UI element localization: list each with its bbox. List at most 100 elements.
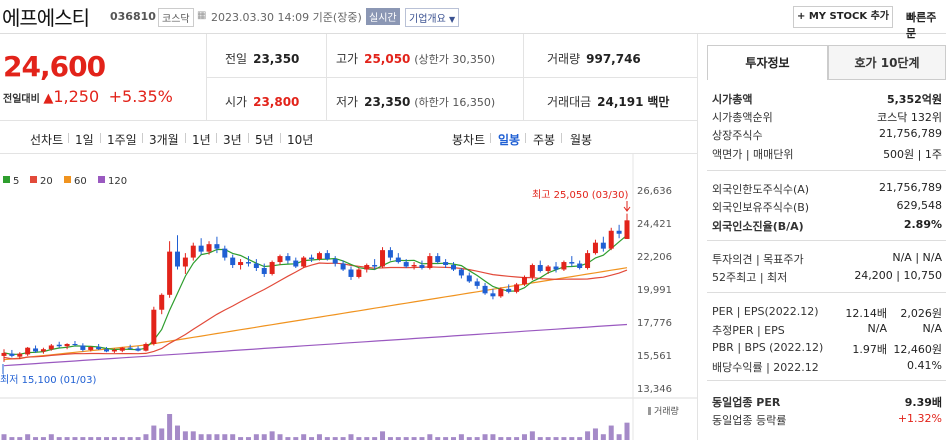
volume-bar (40, 437, 46, 440)
candle-body (443, 262, 449, 266)
invest-info-value: N/A (867, 322, 887, 335)
volume-bar (245, 437, 251, 440)
realtime-button[interactable]: 실시간 (366, 8, 400, 25)
invest-info-value: 5,352억원 (886, 93, 942, 106)
volume-value: 997,746 (586, 52, 641, 66)
volume-bar (592, 428, 598, 440)
tab-period[interactable]: 3년 (223, 133, 242, 147)
invest-info-row: 상장주식수 21,756,789 (712, 127, 942, 144)
high-label: 고가 (336, 52, 359, 66)
candle-body (9, 353, 15, 356)
volume-bar (80, 437, 86, 440)
up-triangle-icon: ▲ (43, 91, 54, 106)
invest-info-key: 액면가 | 매매단위 (712, 148, 794, 161)
company-overview-dropdown[interactable]: 기업개요 ▼ (405, 8, 460, 27)
tab-period[interactable]: 1주일 (107, 133, 137, 147)
volume-bar (96, 437, 102, 440)
candle-body (348, 269, 354, 277)
company-name: 에프에스티 (2, 6, 90, 30)
tab-daily-candle[interactable]: 일봉 (498, 133, 521, 147)
invest-info-key: 배당수익률 | 2022.12 (712, 361, 819, 374)
invest-info-value: 2,026원 (900, 307, 942, 320)
y-tick-label: 24,421 (637, 219, 672, 230)
volume-bar (482, 434, 488, 440)
candle-body (1, 352, 7, 356)
volume-bar (301, 434, 307, 440)
candle-body (80, 345, 86, 350)
y-tick-label: 22,206 (637, 252, 672, 263)
chevron-down-icon: ▼ (449, 15, 456, 24)
candle-body (127, 347, 133, 349)
low-label: 저가 (336, 95, 359, 109)
volume-bar (395, 437, 401, 440)
divider (100, 133, 101, 143)
volume-bar (380, 431, 386, 440)
candle-body (56, 344, 62, 347)
open-value: 23,800 (253, 95, 300, 109)
volume-bar (608, 425, 614, 440)
candle-body (506, 288, 512, 292)
invest-info-key: 상장주식수 (712, 129, 763, 142)
stock-code: 036810 (110, 10, 156, 23)
tab-period[interactable]: 1일 (75, 133, 94, 147)
volume-bar (529, 431, 535, 440)
legend-swatch (3, 176, 10, 183)
volume-bar (230, 434, 236, 440)
volume-bar (561, 437, 567, 440)
candle-body (293, 260, 299, 267)
divider (707, 380, 946, 381)
page-header: 에프에스티 036810 코스닥 ▦ 2023.03.30 14:09 기준(장… (0, 0, 946, 40)
candle-body (537, 265, 543, 271)
tab-order-book[interactable]: 호가 10단계 (828, 45, 946, 80)
invest-info-key: 시가총액 (712, 93, 753, 106)
tab-line-chart[interactable]: 선차트 (30, 133, 64, 147)
candle-body (245, 262, 251, 264)
volume-bar (25, 434, 31, 440)
tab-monthly-candle[interactable]: 월봉 (570, 133, 593, 147)
legend-label: 5 (13, 176, 19, 187)
invest-info-key: 동일업종 등락률 (712, 414, 787, 427)
y-axis: 26,636 24,421 22,206 19,991 17,776 15,561 13,3… (637, 186, 672, 395)
divider (248, 133, 249, 143)
volume: 거래량 997,746 (547, 50, 641, 67)
trade-value-label: 거래대금 (547, 95, 592, 109)
add-my-stock-button[interactable]: + MY STOCK 추가 (793, 6, 893, 28)
invest-info-key: 외국인한도주식수(A) (712, 183, 810, 196)
tab-invest-info[interactable]: 투자정보 (707, 45, 828, 80)
quick-order-link[interactable]: 빠른주문 (906, 11, 937, 40)
candle-body (624, 220, 630, 239)
tab-weekly-candle[interactable]: 주봉 (533, 133, 556, 147)
change-amount: 1,250 (53, 87, 100, 106)
tab-period[interactable]: 3개월 (149, 133, 179, 147)
volume-bar (151, 425, 157, 440)
volume-bar (521, 434, 527, 440)
candle-body (521, 276, 527, 285)
candle-body (253, 263, 259, 269)
invest-info-row: 동일업종 등락률 +1.32% (712, 412, 942, 429)
tab-period[interactable]: 5년 (255, 133, 274, 147)
tab-candle-chart[interactable]: 봉차트 (452, 133, 486, 147)
invest-info-key: 52주최고 | 최저 (712, 271, 788, 284)
volume-bar (356, 437, 362, 440)
invest-info-value: 9.39배 (904, 396, 942, 409)
divider (561, 133, 562, 143)
volume-bar (269, 431, 275, 440)
volume-bar (435, 437, 441, 440)
candle-body (387, 250, 393, 258)
divider (707, 240, 946, 241)
legend-swatch (30, 176, 37, 183)
tab-period[interactable]: 1년 (192, 133, 211, 147)
change-percent: +5.35% (108, 87, 173, 106)
candles (1, 213, 630, 362)
candle-body (198, 245, 204, 252)
candle-body (72, 343, 78, 345)
volume-bar (111, 437, 117, 440)
tab-period[interactable]: 10년 (287, 133, 314, 147)
candle-body (40, 349, 46, 352)
candlestick-chart: 5 20 60 120 26,636 24,421 22,206 19,991 17,776 1… (0, 154, 697, 440)
candle-body (474, 281, 480, 286)
candle-body (214, 244, 220, 249)
volume-bar (56, 437, 62, 440)
candle-body (25, 347, 31, 355)
volume-bar (48, 434, 54, 440)
